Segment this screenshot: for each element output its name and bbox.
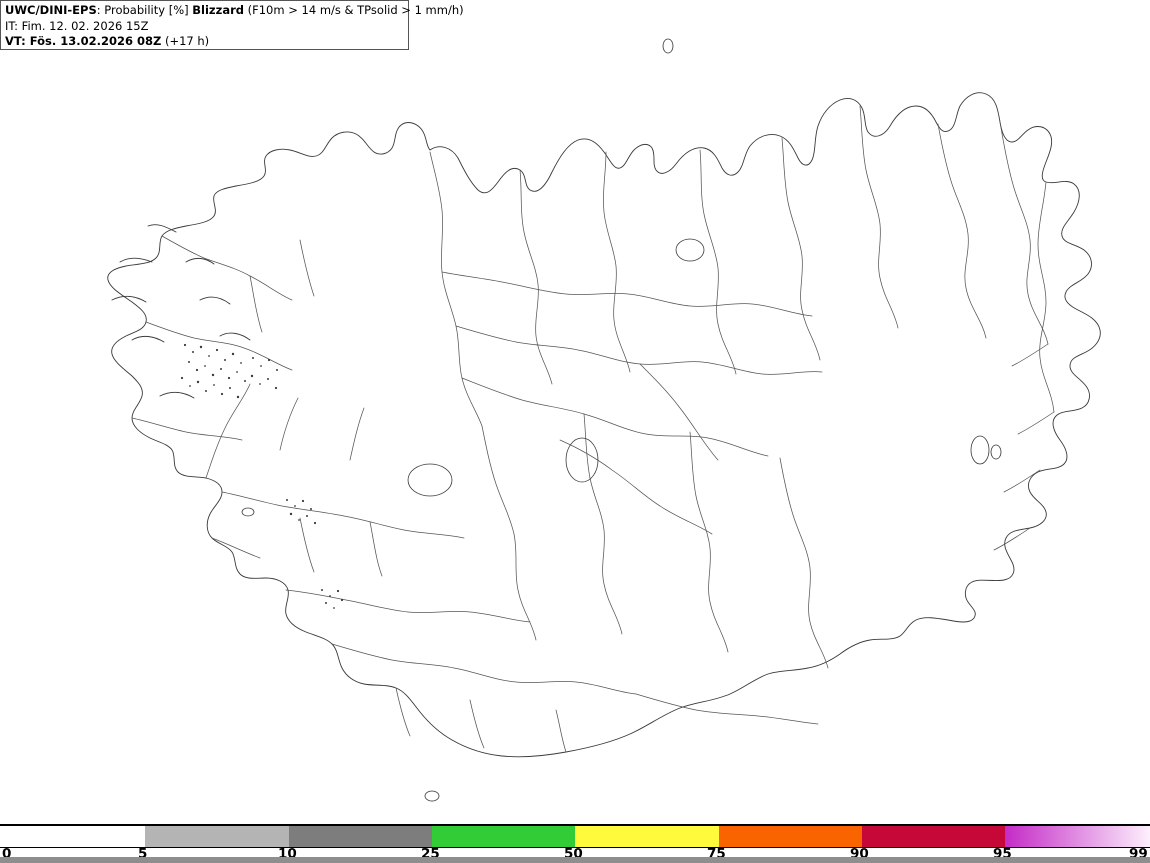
island-grimsey [662, 38, 674, 54]
westfjords-inlets [111, 224, 251, 399]
colorbar-segments[interactable] [0, 824, 1150, 848]
boundary-inner-highland-2 [639, 363, 719, 461]
boundary-west-1 [221, 491, 465, 539]
administrative-boundaries-group [131, 105, 1055, 753]
model-name-label: UWC/DINI-EPS [5, 3, 97, 17]
lake-thingvallavatn [407, 463, 453, 497]
islet-small-1 [990, 444, 1002, 460]
boundary-east-2 [1037, 181, 1055, 413]
colorbar-segment-0-5[interactable] [0, 826, 145, 847]
breidafjordur-skerries [180, 343, 344, 609]
valid-time-label: VT: Fös. 13.02.2026 08Z [5, 34, 162, 48]
colorbar-segment-75-90[interactable] [719, 826, 862, 847]
boundary-westfjords-3 [131, 239, 315, 441]
colorbar-tick-0: 0 [2, 846, 12, 862]
boundary-east-1 [999, 121, 1049, 345]
lakes-and-islets-group [241, 38, 1002, 802]
bottom-gray-strip [0, 857, 1150, 863]
lake-myvatn [675, 238, 705, 262]
boundary-east-fjords-1 [993, 343, 1055, 551]
boundary-southwest-2 [331, 643, 637, 695]
boundary-north-2 [519, 169, 553, 385]
parameter-condition-label: (F10m > 14 m/s & TPsolid > 1 mm/h) [243, 3, 464, 17]
boundary-north-3 [603, 151, 631, 373]
boundary-north-4 [699, 149, 737, 375]
iceland-map-svg [107, 38, 1101, 802]
iceland-main-coastline [107, 92, 1101, 758]
parameter-prefix-label: : Probability [%] [96, 3, 193, 17]
lead-time-label: (+17 h) [161, 34, 210, 48]
parameter-name-label: Blizzard [192, 3, 244, 17]
boundary-westfjords-1 [161, 235, 293, 301]
boundary-southwest-1 [285, 589, 531, 623]
header-line-model: UWC/DINI-EPS: Probability [%] Blizzard (… [5, 3, 464, 19]
boundary-central-2 [455, 325, 823, 375]
boundary-southwest-3 [395, 687, 567, 753]
boundary-north-5 [781, 137, 821, 361]
forecast-info-box: UWC/DINI-EPS: Probability [%] Blizzard (… [0, 0, 464, 50]
colorbar-segment-50-75[interactable] [575, 826, 719, 847]
boundary-south-2 [583, 413, 623, 635]
boundary-northeast-1 [859, 105, 899, 329]
map-canvas[interactable] [0, 0, 1150, 818]
colorbar-tick-5: 5 [138, 846, 148, 862]
boundary-south-coast-1 [635, 693, 819, 725]
colorbar-segment-10-25[interactable] [289, 826, 432, 847]
boundary-northeast-2 [937, 123, 987, 339]
boundary-central-3 [461, 377, 769, 457]
boundary-inner-highland-1 [559, 439, 713, 535]
lake-logurinn [970, 435, 990, 465]
boundary-north-1 [429, 151, 483, 427]
iceland-coastline-group [107, 92, 1101, 758]
header-line-valid: VT: Fös. 13.02.2026 08Z (+17 h) [5, 34, 404, 50]
boundary-central-1 [441, 271, 813, 317]
boundary-south-3 [689, 431, 729, 653]
island-vestmannaeyjar [424, 790, 440, 802]
colorbar-segment-25-50[interactable] [432, 826, 575, 847]
init-time-label: IT: Fim. 12. 02. 2026 15Z [5, 18, 149, 33]
boundary-west-2 [211, 517, 383, 577]
colorbar-segment-95-99[interactable] [1005, 826, 1150, 847]
island-hrisey [565, 437, 599, 483]
island-flatey [241, 507, 255, 517]
boundary-west-3 [205, 383, 365, 479]
colorbar-segment-90-95[interactable] [862, 826, 1005, 847]
boundary-westfjords-2 [145, 321, 293, 371]
colorbar-segment-5-10[interactable] [145, 826, 289, 847]
boundary-south-4 [779, 457, 829, 669]
boundary-south-1 [481, 425, 537, 641]
